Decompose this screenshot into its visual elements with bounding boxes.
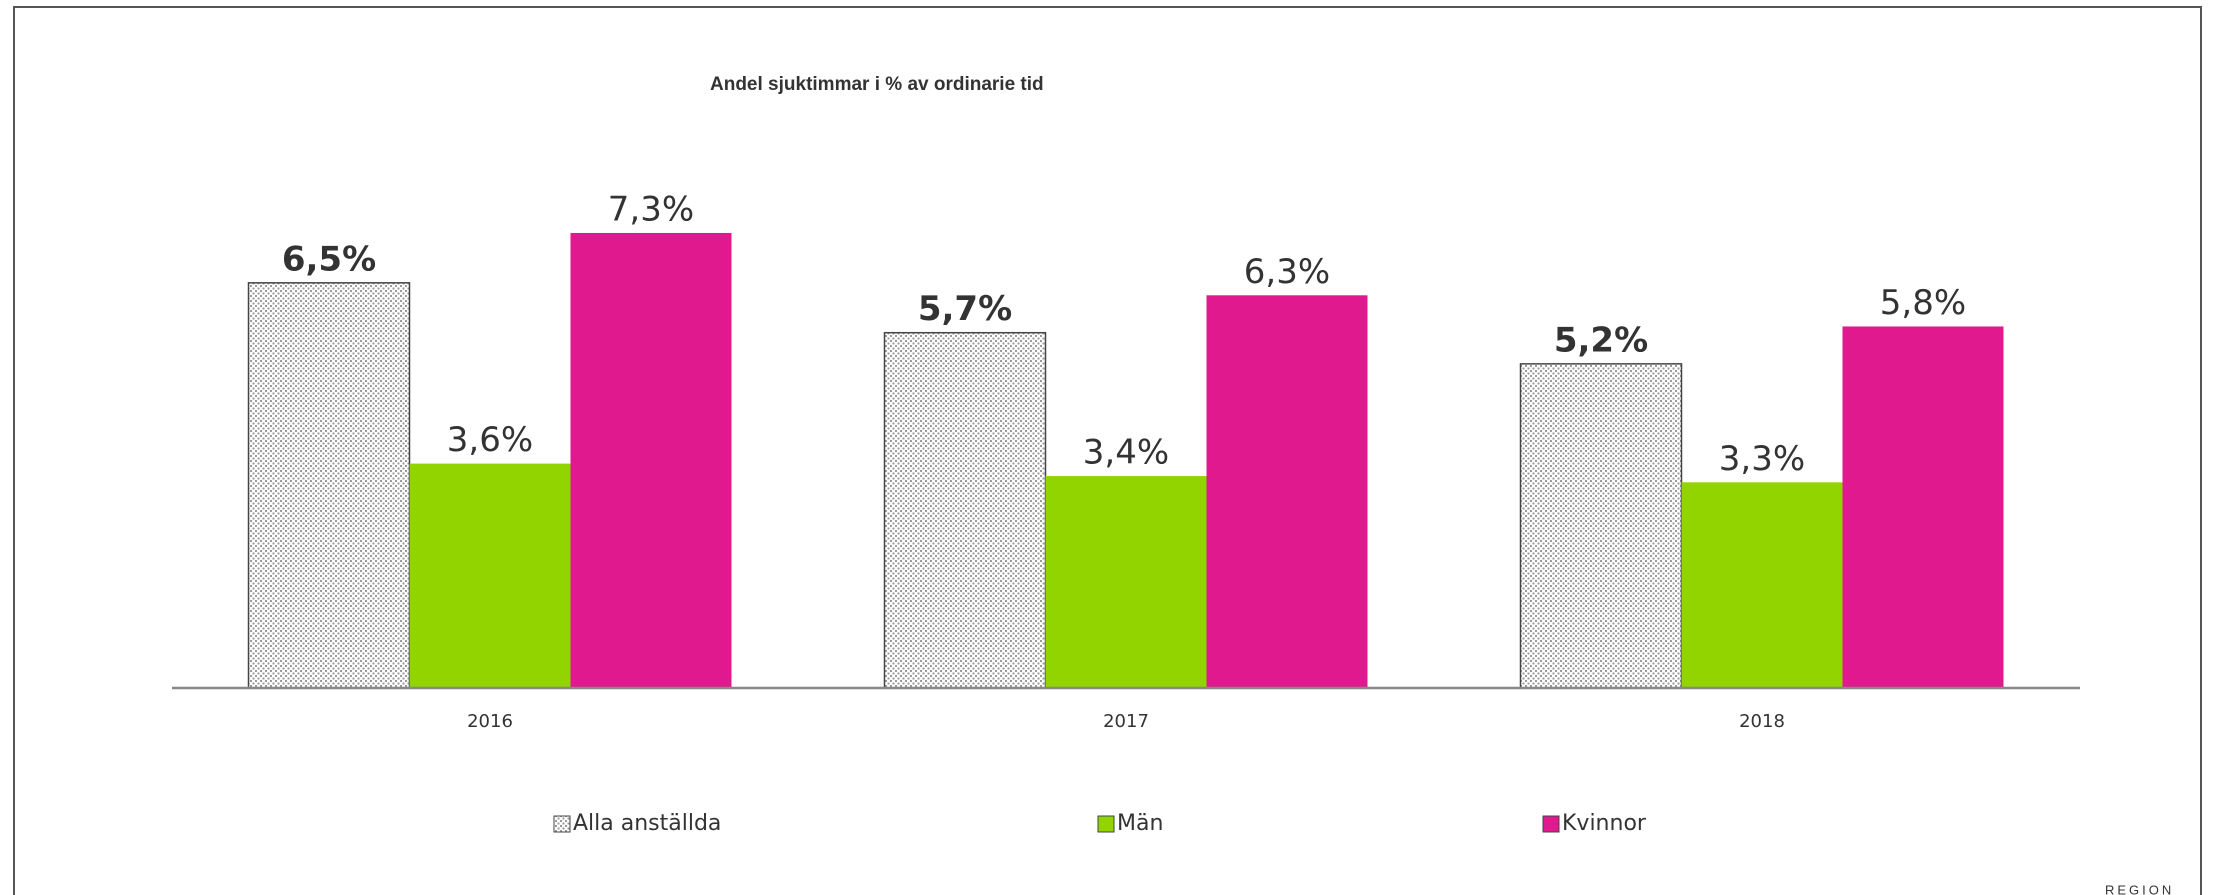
logo-text: REGION	[2105, 882, 2174, 895]
bar	[1206, 295, 1368, 688]
x-tick-label: 2017	[1103, 711, 1149, 732]
bar	[247, 282, 411, 689]
value-label: 6,3%	[1244, 252, 1330, 292]
value-label: 3,3%	[1719, 439, 1805, 479]
bar	[1045, 476, 1207, 688]
value-label: 5,8%	[1880, 283, 1966, 323]
bar	[1519, 363, 1683, 689]
legend-label: Män	[1117, 811, 1163, 836]
value-label: 5,2%	[1554, 320, 1648, 360]
legend-swatch	[1097, 815, 1115, 833]
value-label: 6,5%	[282, 239, 376, 279]
legend-label: Alla anställda	[573, 811, 721, 836]
value-label: 3,4%	[1083, 433, 1169, 473]
x-tick-label: 2018	[1739, 711, 1785, 732]
bar	[1681, 482, 1843, 688]
value-label: 3,6%	[447, 420, 533, 460]
bar	[883, 331, 1047, 689]
legend-swatch	[553, 815, 571, 833]
bar	[570, 232, 732, 688]
value-label: 5,7%	[918, 289, 1012, 329]
bar	[1842, 326, 2004, 688]
legend-label: Kvinnor	[1562, 811, 1647, 836]
bar	[409, 463, 571, 688]
legend-swatch	[1542, 815, 1560, 833]
chart-title: Andel sjuktimmar i % av ordinarie tid	[710, 74, 1044, 95]
value-label: 7,3%	[608, 189, 694, 229]
x-tick-label: 2016	[467, 711, 513, 732]
frame	[13, 6, 2202, 895]
